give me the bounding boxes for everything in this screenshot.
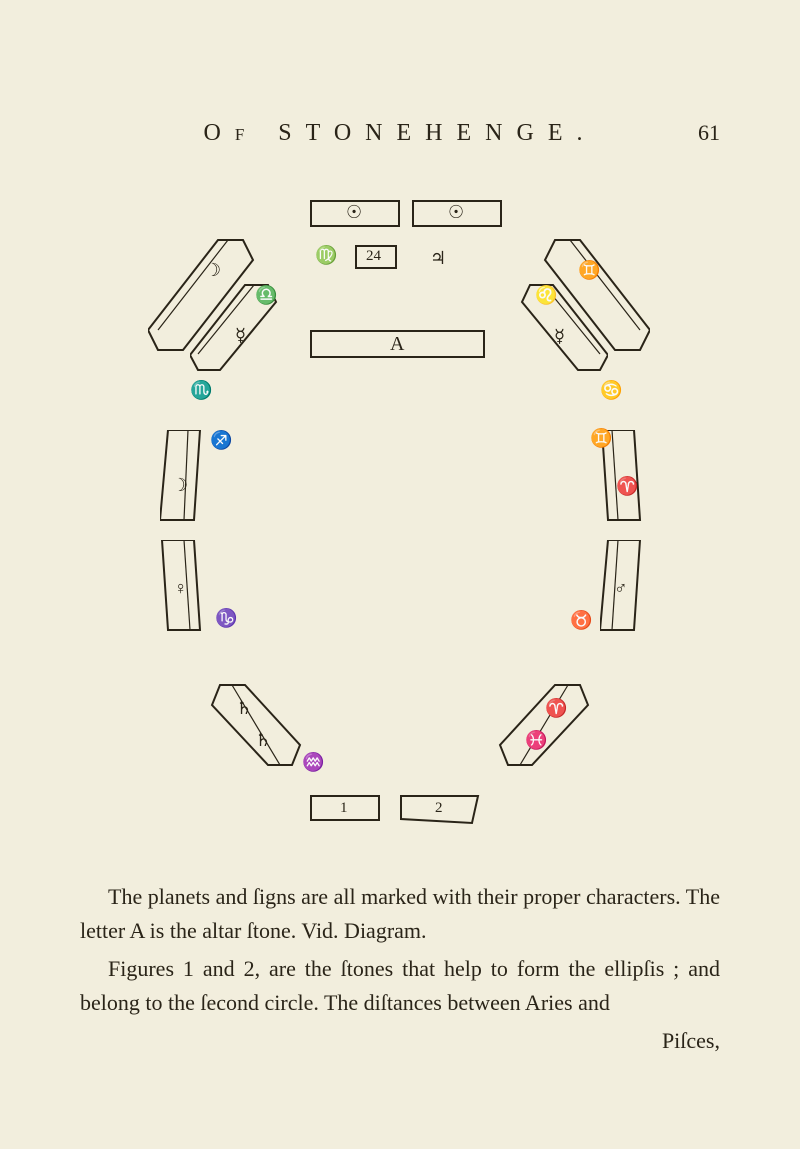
label-24: 24 bbox=[366, 248, 381, 265]
label-moon2: ☽ bbox=[172, 475, 188, 496]
label-gem-sym: ♊ bbox=[578, 260, 600, 281]
label-one: 1 bbox=[340, 800, 348, 817]
label-pisces: ♓ bbox=[525, 730, 547, 751]
running-head: Of STONEHENGE. bbox=[0, 120, 800, 147]
label-venus: ♀ bbox=[174, 578, 188, 599]
label-aries-sym: ♈ bbox=[616, 476, 638, 497]
label-sat2: ♄ bbox=[255, 730, 271, 751]
label-sag: ♐ bbox=[210, 430, 232, 451]
label-scorpio: ♏ bbox=[190, 380, 212, 401]
label-mars: ♂ bbox=[614, 578, 628, 599]
label-leo: ♌ bbox=[535, 285, 557, 306]
label-virgo: ♍ bbox=[315, 245, 337, 266]
label-jup-small: ♃ bbox=[430, 248, 446, 269]
paragraph-1: The planets and ſigns are all marked wit… bbox=[80, 880, 720, 948]
catchword: Piſces, bbox=[80, 1024, 720, 1058]
body-text: The planets and ſigns are all marked wit… bbox=[80, 880, 720, 1062]
label-aq: ♒ bbox=[302, 752, 324, 773]
stonehenge-diagram: ☉ ☉ 24 ♍ ♃ ☽ ♎ ☿ ♏ bbox=[100, 190, 700, 850]
label-cap: ♑ bbox=[215, 608, 237, 629]
label-aries: ♈ bbox=[545, 698, 567, 719]
label-merc2: ☿ bbox=[554, 326, 565, 347]
stone-lr bbox=[495, 680, 590, 770]
label-libra: ♎ bbox=[255, 285, 277, 306]
label-merc: ☿ bbox=[235, 325, 246, 346]
page-number: 61 bbox=[698, 120, 720, 146]
label-A: A bbox=[390, 333, 404, 356]
label-moon: ☽ bbox=[205, 260, 221, 281]
paragraph-2: Figures 1 and 2, are the ſtones that hel… bbox=[80, 952, 720, 1020]
label-sat1: ♄ bbox=[236, 698, 252, 719]
label-two: 2 bbox=[435, 800, 443, 817]
label-cancer: ♋ bbox=[600, 380, 622, 401]
label-taurus: ♉ bbox=[570, 610, 592, 631]
label-gemini: ♊ bbox=[590, 428, 612, 449]
label-sun2: ☉ bbox=[448, 202, 464, 223]
stone-ll bbox=[210, 680, 305, 770]
label-sun1: ☉ bbox=[346, 202, 362, 223]
